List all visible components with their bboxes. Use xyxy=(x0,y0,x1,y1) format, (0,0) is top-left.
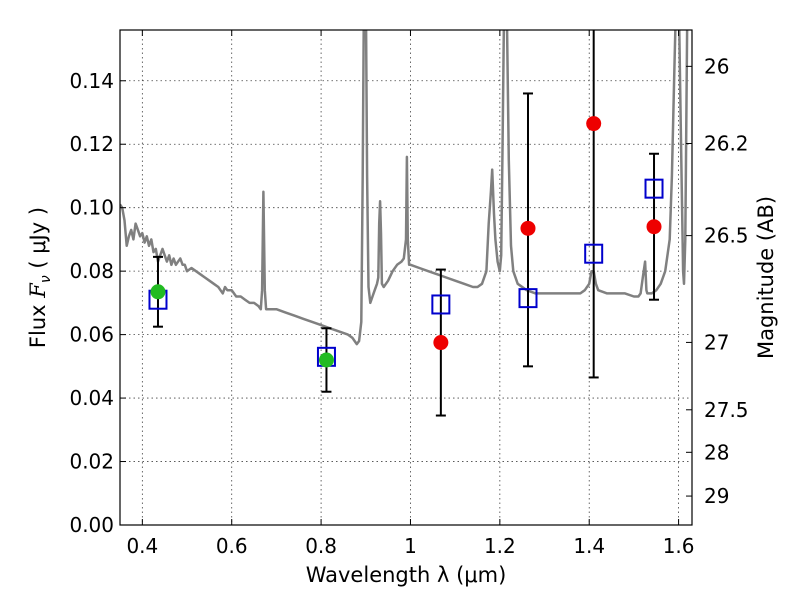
x-tick-label: 0.8 xyxy=(305,534,337,558)
mag-tick-label: 29 xyxy=(704,484,729,508)
model-flux-square xyxy=(584,243,604,264)
observed-flux-point xyxy=(646,219,662,235)
y-axis-label: Flux Fν ( μJy ) xyxy=(26,207,54,348)
y-tick-label: 0.08 xyxy=(69,259,114,283)
y-axis-label-prefix: Flux xyxy=(26,298,50,348)
x-tick-label: 1.4 xyxy=(573,534,605,558)
observed-flux-point xyxy=(520,220,536,236)
observed-flux-point xyxy=(433,335,449,351)
grid-lines xyxy=(120,30,692,526)
y-tick-label: 0.02 xyxy=(69,450,114,474)
y-axis-label-subscript: ν xyxy=(38,275,54,283)
spectrum-line xyxy=(120,30,689,346)
mag-tick-label: 26.2 xyxy=(704,132,749,156)
tick-labels: 0.4 0.6 0.8 1 1.2 1.4 1.6 0.00 0.02 0.04 0.06 0.08 0… xyxy=(69,54,748,558)
y-tick-label: 0.12 xyxy=(69,132,114,156)
x-axis-label: Wavelength λ (μm) xyxy=(306,563,507,587)
x-tick-label: 0.4 xyxy=(126,534,158,558)
mag-tick-label: 26 xyxy=(704,54,729,78)
observed-flux-point xyxy=(150,284,166,300)
y-axis-label-unit: ( μJy ) xyxy=(26,207,50,275)
y-tick-label: 0.00 xyxy=(69,513,114,537)
y-axis-label-symbol: F xyxy=(26,282,50,299)
spectrum-layer xyxy=(120,30,689,346)
y-tick-label: 0.10 xyxy=(69,196,114,220)
x-tick-label: 0.6 xyxy=(216,534,248,558)
model-flux-square xyxy=(431,294,451,315)
model-flux-square xyxy=(518,288,538,309)
y-tick-label: 0.14 xyxy=(69,69,114,93)
x-tick-label: 1.2 xyxy=(484,534,516,558)
y-tick-label: 0.04 xyxy=(69,386,114,410)
axis-ticks xyxy=(120,30,692,526)
mag-tick-label: 28 xyxy=(704,440,729,464)
x-tick-label: 1.6 xyxy=(663,534,695,558)
observed-flux-point xyxy=(318,352,334,368)
mag-tick-label: 27.5 xyxy=(704,398,749,422)
mag-tick-label: 27 xyxy=(704,330,729,354)
plot-frame xyxy=(119,29,693,526)
model-flux-square xyxy=(644,178,664,199)
x-tick-label: 1 xyxy=(404,534,417,558)
mag-tick-label: 26.5 xyxy=(704,224,749,248)
y-axis-right-label: Magnitude (AB) xyxy=(754,196,778,359)
y-tick-label: 0.06 xyxy=(69,323,114,347)
markers xyxy=(148,116,664,368)
observed-flux-point xyxy=(586,116,602,132)
